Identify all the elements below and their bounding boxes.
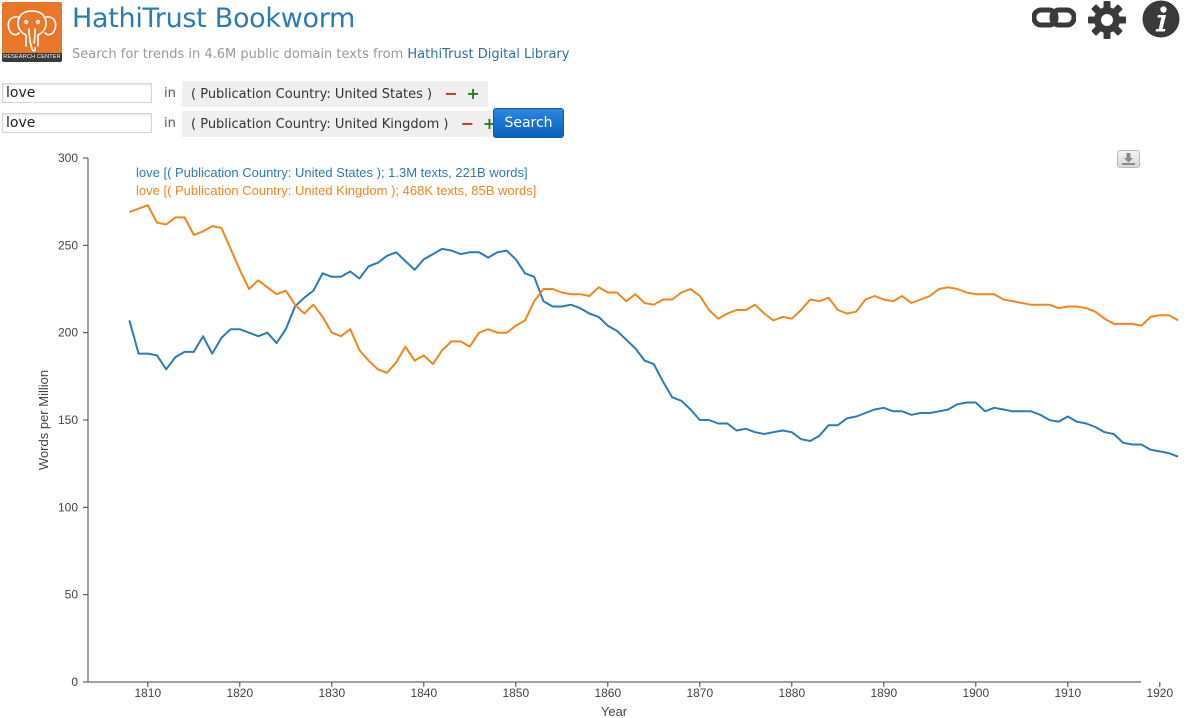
y-axis-label: Words per Million xyxy=(36,370,51,470)
filter-box-1[interactable]: ( Publication Country: United States ) −… xyxy=(182,81,489,107)
link-icon[interactable] xyxy=(1031,4,1077,32)
y-axis: 0 50 100 150 200 250 300 xyxy=(58,151,89,689)
y-tick-label: 50 xyxy=(65,588,79,602)
x-tick-label: 1810 xyxy=(134,686,161,700)
download-icon xyxy=(1122,153,1135,165)
filter-label-1: ( Publication Country: United States ) xyxy=(191,86,433,102)
x-tick-label: 1880 xyxy=(778,686,805,700)
series-line-2 xyxy=(129,204,1179,374)
subtitle: Search for trends in 4.6M public domain … xyxy=(72,47,569,62)
legend-entry-2: love [( Publication Country: United King… xyxy=(136,183,536,198)
remove-query-button-1[interactable]: − xyxy=(444,84,458,103)
x-tick-label: 1840 xyxy=(410,686,437,700)
y-tick-label: 100 xyxy=(58,500,78,514)
legend-entry-1: love [( Publication Country: United Stat… xyxy=(136,165,528,180)
app-title[interactable]: HathiTrust Bookworm xyxy=(72,3,356,34)
x-tick-label: 1920 xyxy=(1146,686,1173,700)
logo-caption: RESEARCH CENTER xyxy=(2,53,62,62)
in-label-2: in xyxy=(164,116,176,131)
x-tick-label: 1900 xyxy=(962,686,989,700)
remove-query-button-2[interactable]: − xyxy=(460,114,475,133)
x-tick-label: 1910 xyxy=(1054,686,1081,700)
info-icon[interactable] xyxy=(1141,0,1181,38)
subtitle-text: Search for trends in 4.6M public domain … xyxy=(72,47,404,62)
series-lines xyxy=(128,204,1179,458)
query-row-1: in ( Publication Country: United States … xyxy=(2,81,502,109)
elephant-logo-icon xyxy=(7,10,57,52)
hathitrust-link[interactable]: HathiTrust Digital Library xyxy=(407,47,570,62)
search-term-input-1[interactable] xyxy=(2,83,152,103)
x-axis: 1810 1820 1830 1840 1850 1860 1870 1880 1890 1900… xyxy=(88,681,1173,700)
add-query-button-2[interactable]: + xyxy=(482,114,497,133)
gear-icon[interactable] xyxy=(1087,0,1127,40)
download-button[interactable] xyxy=(1117,150,1140,168)
x-tick-label: 1890 xyxy=(870,686,897,700)
x-tick-label: 1830 xyxy=(318,686,345,700)
y-tick-label: 250 xyxy=(58,238,78,252)
x-tick-label: 1870 xyxy=(686,686,713,700)
y-tick-label: 0 xyxy=(71,675,78,689)
y-tick-label: 300 xyxy=(58,151,78,165)
x-tick-label: 1860 xyxy=(594,686,621,700)
filter-label-2: ( Publication Country: United Kingdom ) xyxy=(191,116,449,132)
series-line-1 xyxy=(128,247,1179,458)
query-row-2: in ( Publication Country: United Kingdom… xyxy=(2,111,505,139)
add-query-button-1[interactable]: + xyxy=(466,84,480,103)
x-axis-label: Year xyxy=(601,704,628,718)
research-center-logo[interactable]: RESEARCH CENTER xyxy=(2,2,62,62)
y-tick-label: 200 xyxy=(58,326,78,340)
search-term-input-2[interactable] xyxy=(2,113,152,133)
in-label-1: in xyxy=(164,86,176,101)
x-tick-label: 1850 xyxy=(502,686,529,700)
filter-box-2[interactable]: ( Publication Country: United Kingdom ) … xyxy=(182,111,505,137)
chart-legend: love [( Publication Country: United Stat… xyxy=(136,165,536,198)
y-tick-label: 150 xyxy=(58,413,78,427)
search-button[interactable]: Search xyxy=(493,108,564,138)
x-tick-label: 1820 xyxy=(226,686,253,700)
